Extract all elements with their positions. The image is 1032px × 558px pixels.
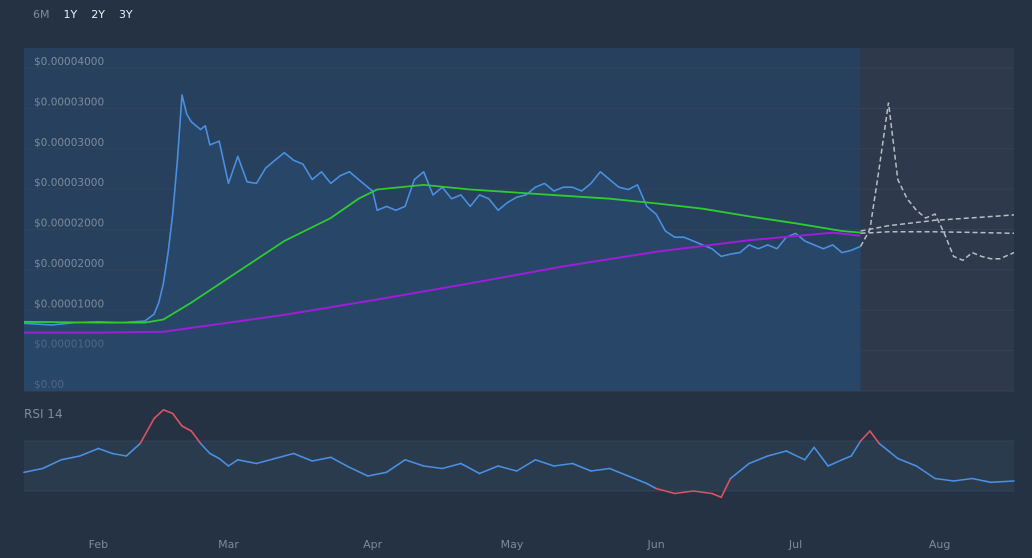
rsi-segment xyxy=(292,452,314,462)
rsi-title: RSI 14 xyxy=(24,407,63,421)
rsi-segment xyxy=(515,458,537,472)
rsi-segment xyxy=(441,462,462,470)
rsi-band xyxy=(24,441,1014,491)
rsi-segment xyxy=(553,462,574,467)
rsi-segment xyxy=(896,457,918,467)
rsi-segment xyxy=(125,442,141,457)
rsi-segment xyxy=(627,475,648,485)
rsi-segment xyxy=(590,467,611,472)
rsi-segment xyxy=(311,456,332,462)
rsi-segment xyxy=(655,487,676,495)
rsi-segment xyxy=(989,480,1015,484)
rsi-segment xyxy=(404,458,425,467)
rsi-segment xyxy=(711,492,723,499)
rsi-segment xyxy=(915,465,936,480)
rsi-segment xyxy=(608,467,630,477)
range-6m-button[interactable]: 6M xyxy=(33,8,50,21)
rsi-segment xyxy=(971,477,992,484)
y-tick-label: $0.00001000 xyxy=(34,298,104,310)
rsi-segment xyxy=(171,412,183,427)
rsi-segment xyxy=(329,456,351,469)
rsi-segment xyxy=(255,457,276,465)
rsi-segment xyxy=(692,490,713,495)
rsi-segment xyxy=(367,471,388,477)
rsi-segment xyxy=(571,462,592,472)
price-line xyxy=(23,94,861,326)
rsi-segment xyxy=(139,417,155,445)
x-tick-label: Apr xyxy=(363,538,383,551)
rsi-segment xyxy=(720,477,732,499)
rsi-segment xyxy=(766,450,788,457)
range-selector: 6M 1Y 2Y 3Y xyxy=(26,6,140,23)
y-tick-label: $0.00004000 xyxy=(34,56,104,68)
rsi-segment xyxy=(153,408,165,420)
rsi-segment xyxy=(934,477,955,482)
rsi-segment xyxy=(41,458,63,470)
rsi-segment xyxy=(97,447,114,455)
rsi-segment xyxy=(60,455,81,461)
rsi-segment xyxy=(729,462,750,480)
rsi-segment xyxy=(952,477,974,482)
range-1y-button[interactable]: 1Y xyxy=(63,8,78,21)
x-tick-label: Jun xyxy=(647,538,665,551)
y-tick-label: $0.00003000 xyxy=(34,177,104,189)
x-tick-label: Mar xyxy=(218,538,239,551)
rsi-segment xyxy=(162,408,174,415)
price-area xyxy=(24,94,861,392)
rsi-segment xyxy=(209,452,220,460)
rsi-segment xyxy=(748,455,769,465)
rsi-segment xyxy=(673,490,695,495)
rsi-segment xyxy=(878,442,899,460)
rsi-segment xyxy=(190,430,202,445)
forecast-line-3 xyxy=(859,102,1015,262)
rsi-segment xyxy=(841,455,853,461)
y-tick-label: $0.00003000 xyxy=(34,96,104,108)
y-tick-label: $0.00002000 xyxy=(34,218,104,230)
rsi-segment xyxy=(803,446,815,461)
rsi-segment xyxy=(850,440,862,457)
x-tick-label: Aug xyxy=(929,538,950,551)
rsi-segment xyxy=(23,467,44,474)
range-2y-button[interactable]: 2Y xyxy=(91,8,105,21)
forecast-line-5 xyxy=(860,231,1015,235)
rsi-segment xyxy=(785,450,806,461)
y-tick-label: $0.00003000 xyxy=(34,137,104,149)
x-tick-label: Feb xyxy=(89,538,108,551)
moving-average-long-line xyxy=(24,231,861,334)
range-3y-button[interactable]: 3Y xyxy=(118,8,133,21)
rsi-segment xyxy=(827,458,843,467)
rsi-segment xyxy=(199,442,211,455)
rsi-segment xyxy=(181,425,193,432)
forecast-line-4 xyxy=(860,214,1015,232)
rsi-segment xyxy=(859,430,871,442)
rsi-segment xyxy=(497,465,518,472)
y-tick-label: $0.00002000 xyxy=(34,258,104,270)
rsi-segment xyxy=(645,482,657,490)
moving-average-short-line xyxy=(23,183,861,324)
rsi-segment xyxy=(869,430,881,445)
rsi-segment xyxy=(385,458,406,474)
rsi-segment xyxy=(813,446,829,467)
rsi-segment xyxy=(348,466,369,477)
rsi-segment xyxy=(534,458,555,467)
rsi-segment xyxy=(478,465,499,475)
rsi-segment xyxy=(422,465,444,470)
rsi-segment xyxy=(274,452,295,460)
rsi-segment xyxy=(227,458,239,467)
rsi-segment xyxy=(237,458,258,465)
x-tick-label: May xyxy=(501,538,524,551)
rsi-segment xyxy=(79,447,100,457)
x-tick-label: Jul xyxy=(788,538,802,551)
rsi-segment xyxy=(460,462,481,475)
rsi-segment xyxy=(218,457,230,467)
rsi-segment xyxy=(111,452,128,457)
